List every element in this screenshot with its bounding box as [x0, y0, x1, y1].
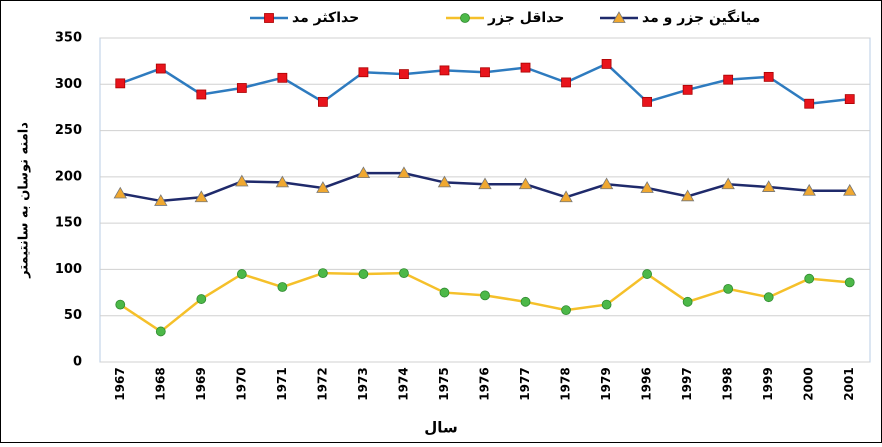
y-axis-label: دامنه نوسان به سانتیمتر: [17, 122, 32, 279]
y-tick-label: 250: [55, 123, 82, 138]
x-tick-label: 1976: [478, 367, 492, 400]
data-point: [480, 67, 490, 78]
x-tick-label: 1977: [518, 367, 532, 400]
data-point: [437, 175, 452, 188]
y-tick-label: 0: [73, 355, 82, 370]
x-tick-label: 1997: [680, 367, 694, 400]
data-point: [358, 269, 369, 279]
data-point: [154, 194, 168, 206]
data-point: [317, 268, 328, 279]
data-point: [399, 69, 409, 80]
y-tick-label: 100: [55, 262, 82, 277]
data-point: [518, 177, 533, 190]
data-point: [236, 83, 247, 93]
data-point: [682, 296, 693, 307]
data-point: [399, 268, 409, 279]
data-point: [439, 65, 450, 76]
data-point: [317, 96, 328, 107]
legend-label: حداکثر مد: [292, 10, 359, 26]
data-point: [316, 181, 330, 193]
data-point: [196, 89, 207, 100]
data-point: [358, 67, 369, 78]
y-tick-label: 300: [55, 77, 82, 92]
x-tick-label: 1996: [640, 367, 654, 400]
data-point: [802, 183, 816, 196]
data-point: [480, 290, 490, 301]
data-point: [196, 294, 207, 304]
x-tick-label: 1978: [559, 367, 573, 400]
data-point: [642, 96, 653, 107]
data-point: [155, 326, 166, 337]
legend-marker: [612, 11, 626, 23]
data-point: [804, 98, 815, 109]
x-tick-label: 1971: [275, 367, 289, 400]
y-tick-label: 200: [55, 169, 82, 184]
data-point: [194, 190, 209, 203]
y-tick-label: 150: [55, 216, 82, 231]
data-point: [520, 296, 531, 307]
data-point: [761, 180, 776, 192]
data-point: [115, 78, 126, 89]
x-axis-label: سال: [424, 419, 457, 437]
x-tick-label: 1973: [356, 367, 370, 400]
data-point: [601, 299, 612, 310]
data-point: [236, 269, 247, 279]
data-point: [113, 186, 127, 199]
y-tick-label: 350: [55, 31, 82, 46]
x-tick-label: 1968: [153, 367, 167, 400]
x-tick-label: 2001: [842, 367, 856, 400]
data-point: [561, 305, 571, 316]
legend-label: میانگین جزر و مد: [642, 9, 760, 26]
data-point: [844, 94, 855, 104]
data-point: [520, 62, 531, 73]
data-point: [844, 277, 855, 288]
x-tick-label: 1979: [599, 367, 613, 400]
y-tick-label: 50: [64, 308, 82, 323]
data-point: [115, 299, 126, 310]
data-point: [640, 181, 654, 193]
data-point: [275, 175, 290, 188]
data-point: [478, 177, 492, 190]
data-point: [721, 177, 735, 190]
x-tick-label: 1999: [761, 367, 775, 400]
data-point: [561, 77, 571, 88]
data-point: [723, 74, 734, 85]
x-tick-label: 1967: [113, 367, 127, 400]
x-tick-label: 1972: [315, 367, 329, 400]
data-point: [155, 63, 166, 74]
legend-marker: [264, 13, 274, 23]
x-tick-label: 1998: [721, 367, 735, 400]
data-point: [843, 183, 857, 196]
data-point: [682, 84, 693, 95]
data-point: [235, 174, 249, 187]
data-point: [439, 287, 450, 298]
data-point: [559, 190, 573, 203]
data-point: [397, 166, 411, 179]
data-point: [599, 177, 614, 190]
x-tick-label: 1970: [234, 367, 248, 400]
data-point: [356, 166, 371, 179]
data-point: [763, 71, 774, 82]
x-tick-label: 1975: [437, 367, 451, 400]
x-tick-label: 2000: [802, 367, 816, 400]
legend-label: حداقل جزر: [487, 10, 564, 26]
legend-marker: [460, 13, 470, 23]
data-point: [680, 189, 695, 202]
x-tick-label: 1974: [396, 367, 410, 400]
data-point: [723, 283, 734, 294]
data-point: [642, 269, 653, 279]
x-tick-label: 1969: [194, 367, 208, 400]
data-point: [277, 282, 288, 292]
data-point: [277, 72, 288, 83]
data-point: [601, 59, 612, 69]
data-point: [804, 273, 815, 284]
data-point: [763, 292, 774, 303]
